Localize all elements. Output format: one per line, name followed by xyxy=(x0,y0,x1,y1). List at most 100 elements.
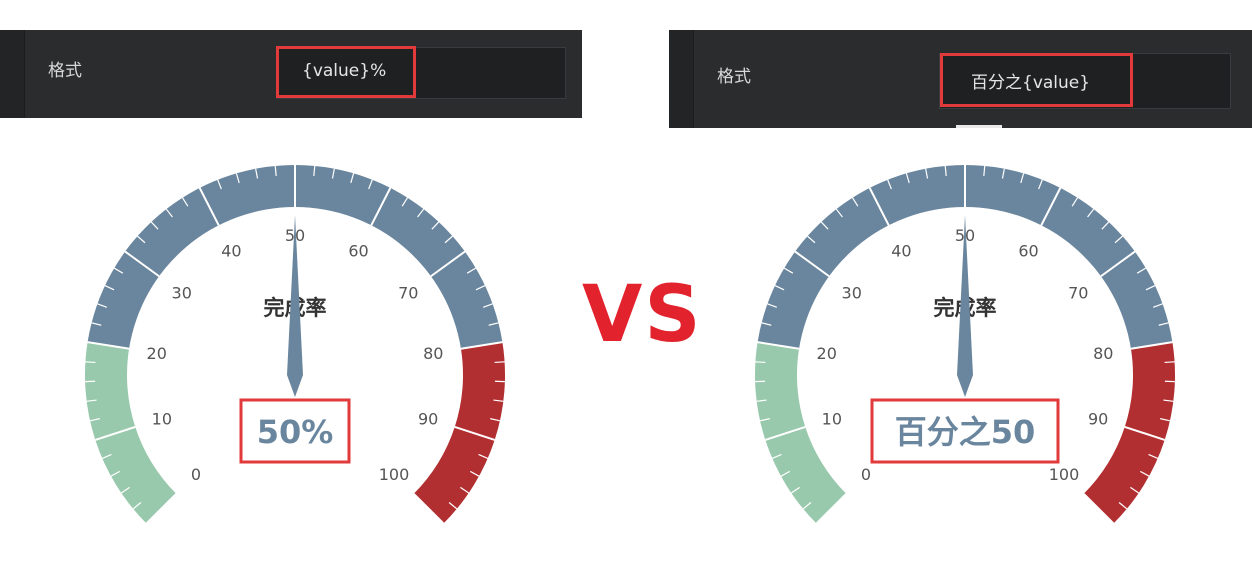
gauge-minor-tick xyxy=(488,322,499,326)
gauge-minor-tick xyxy=(217,179,222,190)
gauge-minor-tick xyxy=(466,267,477,274)
gauge-minor-tick xyxy=(255,168,259,179)
gauge-minor-tick xyxy=(759,418,770,422)
gauge-minor-tick xyxy=(1071,197,1079,207)
gauge-minor-tick xyxy=(944,165,947,176)
gauge-minor-tick xyxy=(756,399,767,402)
gauge-split-line xyxy=(87,341,130,350)
gauge-minor-tick xyxy=(475,285,486,291)
gauge-chart-right: 0102030405060708090100完成率百分之50 xyxy=(755,165,1175,525)
gauge-minor-tick xyxy=(417,208,425,218)
gauge-minor-tick xyxy=(1087,208,1095,218)
gauge-band xyxy=(757,165,1173,349)
gauge-minor-tick xyxy=(1148,453,1158,459)
gauge-minor-tick xyxy=(807,235,816,244)
gauge-tick-label: 60 xyxy=(348,241,368,260)
gauge-minor-tick xyxy=(150,221,159,230)
gauge-minor-tick xyxy=(755,361,766,364)
gauge-tick-label: 70 xyxy=(1068,284,1088,303)
gauge-minor-tick xyxy=(1164,361,1175,364)
gauge-tick-label: 100 xyxy=(1049,465,1080,484)
highlight-box xyxy=(276,46,416,98)
gauge-minor-tick xyxy=(905,173,910,184)
gauge-minor-tick xyxy=(780,470,791,477)
gauge-minor-tick xyxy=(1001,168,1005,179)
gauge-band xyxy=(1083,342,1175,524)
gauge-tick-label: 80 xyxy=(1093,344,1113,363)
gauge-minor-tick xyxy=(1139,470,1150,477)
gauge-minor-tick xyxy=(1114,235,1123,244)
gauge-minor-tick xyxy=(767,303,778,308)
format-input[interactable] xyxy=(939,53,1231,109)
gauge-minor-tick xyxy=(887,179,892,190)
gauge-minor-tick xyxy=(431,221,440,230)
gauge-split-line xyxy=(757,341,800,350)
gauge-minor-tick xyxy=(802,502,812,510)
gauge-split-line xyxy=(815,493,847,525)
gauge-minor-tick xyxy=(835,208,843,218)
gauge-split-line xyxy=(764,425,806,441)
gauge-tick-label: 0 xyxy=(191,465,201,484)
gauge-minor-tick xyxy=(983,165,986,176)
gauge-minor-tick xyxy=(89,418,100,422)
detail-highlight-box xyxy=(239,398,351,464)
gauge-minor-tick xyxy=(772,453,782,459)
gauge-minor-tick xyxy=(493,399,504,402)
format-input-value[interactable]: {value}% xyxy=(302,61,387,81)
gauge-split-line xyxy=(1130,341,1173,350)
gauge-split-line xyxy=(430,250,466,278)
format-input[interactable] xyxy=(276,47,566,99)
gauge-tick-label: 40 xyxy=(891,241,911,260)
gauge-minor-tick xyxy=(460,486,470,494)
gauge-minor-tick xyxy=(444,235,453,244)
gauge-minor-tick xyxy=(104,285,115,291)
gauge-minor-tick xyxy=(181,197,189,207)
gauge-band xyxy=(87,165,503,349)
gauge-detail-value: 百分之50 xyxy=(895,413,1036,451)
gauge-minor-tick xyxy=(235,173,240,184)
gauge-tick-label: 80 xyxy=(423,344,443,363)
panel-rail xyxy=(0,30,25,118)
gauge-tick-label: 10 xyxy=(152,409,172,428)
gauge-split-line xyxy=(1083,493,1115,525)
gauge-minor-tick xyxy=(85,361,96,364)
gauge-minor-tick xyxy=(1020,173,1025,184)
gauge-minor-tick xyxy=(165,208,173,218)
highlight-box xyxy=(940,53,1133,107)
gauge-tick-label: 0 xyxy=(861,465,871,484)
gauge-minor-tick xyxy=(448,502,458,510)
gauge-minor-tick xyxy=(313,165,316,176)
gauge-split-line xyxy=(460,341,503,350)
gauge-split-line xyxy=(1040,187,1062,226)
gauge-minor-tick xyxy=(1163,399,1174,402)
gauge-tick-label: 100 xyxy=(379,465,410,484)
format-panel-right: 格式 百分之{value} xyxy=(669,30,1252,128)
gauge-minor-tick xyxy=(469,470,480,477)
gauge-minor-tick xyxy=(274,165,277,176)
gauge-minor-tick xyxy=(97,303,108,308)
gauge-tick-label: 40 xyxy=(221,241,241,260)
gauge-minor-tick xyxy=(1101,221,1110,230)
gauge-band xyxy=(755,342,847,524)
gauge-split-line xyxy=(198,187,220,226)
gauge-tick-label: 30 xyxy=(172,284,192,303)
gauge-minor-tick xyxy=(331,168,335,179)
gauge-minor-tick xyxy=(113,267,124,274)
gauge-minor-tick xyxy=(1118,502,1128,510)
gauge-minor-tick xyxy=(91,322,102,326)
gauge-minor-tick xyxy=(110,470,121,477)
format-input-value[interactable]: 百分之{value} xyxy=(971,73,1091,93)
format-label: 格式 xyxy=(717,67,751,87)
gauge-pointer xyxy=(287,215,303,397)
gauge-minor-tick xyxy=(120,486,130,494)
gauge-split-line xyxy=(868,187,890,226)
gauge-minor-tick xyxy=(137,235,146,244)
gauge-minor-tick xyxy=(790,486,800,494)
gauge-minor-tick xyxy=(761,322,772,326)
gauge-minor-tick xyxy=(478,453,488,459)
format-label: 格式 xyxy=(48,61,82,81)
gauge-split-line xyxy=(124,250,160,278)
gauge-minor-tick xyxy=(482,303,493,308)
gauge-minor-tick xyxy=(820,221,829,230)
gauge-tick-label: 60 xyxy=(1018,241,1038,260)
